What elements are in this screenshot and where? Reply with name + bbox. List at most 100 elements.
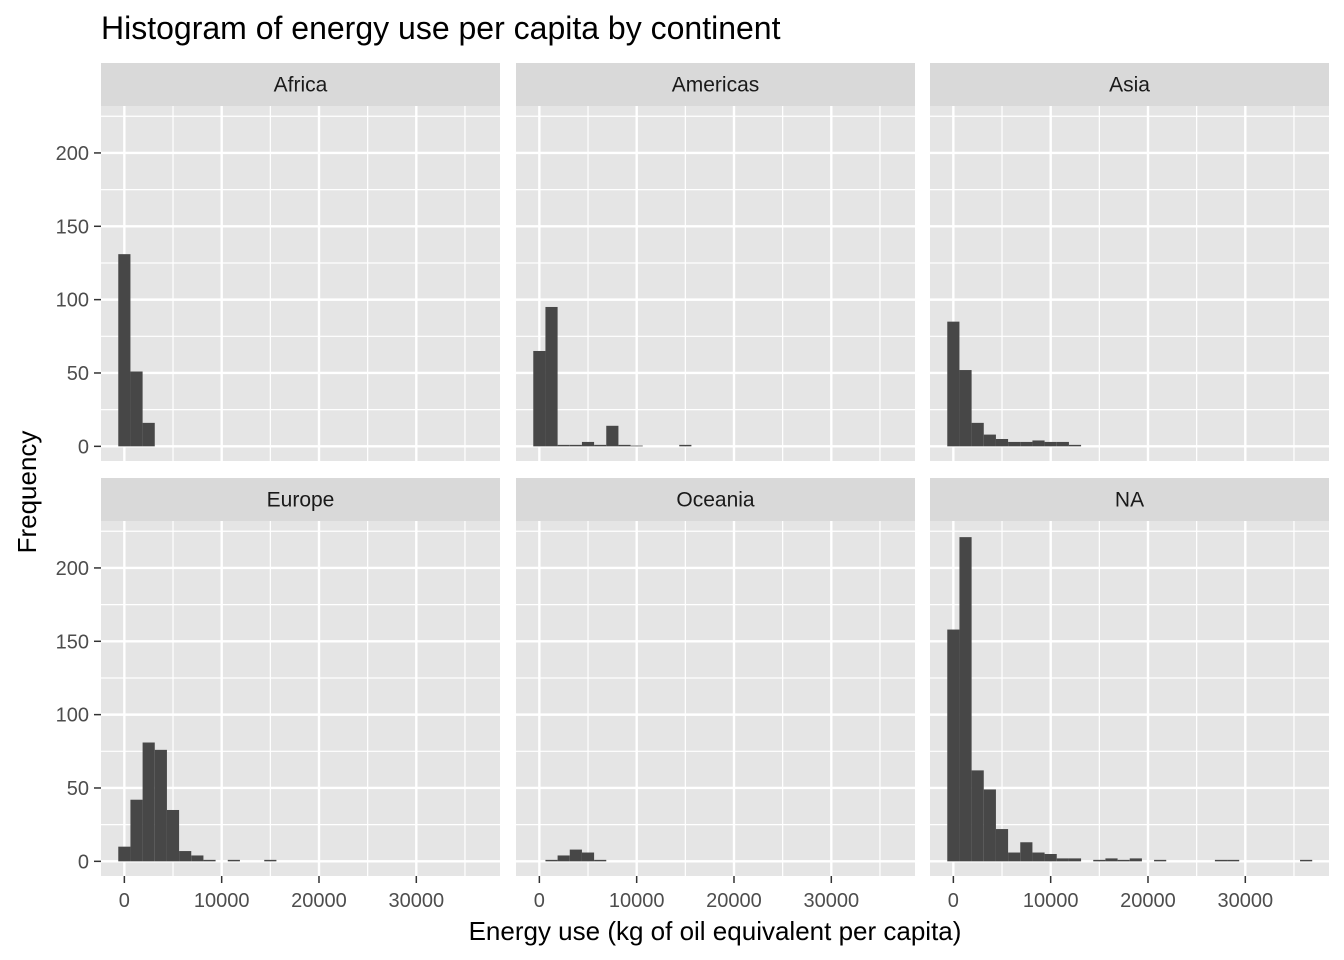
histogram-bar (1068, 444, 1082, 447)
histogram-bar (581, 441, 595, 447)
x-tick-label: 0 (948, 890, 959, 912)
facet-strip-label: Africa (274, 74, 328, 97)
histogram-bar (679, 444, 692, 447)
facet-na: NA 0 10000 20000 30000 (930, 478, 1329, 912)
histogram-bar (569, 444, 582, 447)
histogram-bar (166, 809, 180, 862)
y-tick-label: 100 (56, 290, 89, 312)
y-tick-label: 0 (78, 436, 89, 458)
facet-strip-label: Asia (1109, 74, 1150, 97)
histogram-bar (203, 859, 216, 862)
histogram-bar (1129, 858, 1142, 862)
histogram-bar (618, 444, 631, 447)
histogram-bar (1117, 859, 1130, 862)
x-tick-label: 10000 (1023, 890, 1079, 912)
facet-strip-label: Americas (672, 74, 760, 97)
x-tick-label: 10000 (609, 890, 665, 912)
histogram-bar (1068, 858, 1082, 862)
histogram-bar (983, 434, 996, 447)
x-tick-label: 0 (119, 890, 130, 912)
y-tick-label: 50 (67, 363, 89, 385)
histogram-bar (983, 789, 996, 862)
histogram-bar (630, 445, 643, 447)
histogram-bar (594, 859, 607, 862)
facet-strip (930, 478, 1329, 521)
histogram-bar (971, 422, 984, 447)
panel-background (101, 106, 500, 461)
histogram-bar (1154, 859, 1167, 862)
histogram-bar (1093, 859, 1106, 862)
x-tick-label: 30000 (1217, 890, 1273, 912)
histogram-bar (1008, 852, 1021, 862)
histogram-bar (971, 770, 984, 862)
histogram-bar (959, 537, 972, 862)
x-tick-label: 30000 (803, 890, 859, 912)
histogram-bar (142, 422, 155, 447)
facet-strip (516, 63, 915, 106)
histogram-bar (557, 444, 570, 447)
facet-europe: Europe 0 50 100 150 200 0 10000 20000 30000 (56, 478, 500, 912)
y-tick-label: 0 (78, 851, 89, 873)
histogram-bar (191, 855, 204, 862)
facet-oceania: Oceania 0 10000 20000 30000 (516, 478, 915, 912)
histogram-bar (1020, 441, 1033, 447)
histogram-bar (1105, 858, 1118, 862)
histogram-bar (154, 749, 167, 862)
facet-africa: Africa 0 50 100 150 200 (56, 63, 500, 461)
y-tick-label: 150 (56, 216, 89, 238)
histogram-bar (118, 846, 131, 862)
histogram-bar (130, 799, 143, 862)
histogram-bar (557, 855, 570, 862)
histogram-bar (947, 629, 960, 862)
x-tick-label: 30000 (388, 890, 444, 912)
histogram-bar (1032, 852, 1045, 862)
histogram-bar (1044, 853, 1057, 862)
histogram-bar (594, 444, 607, 447)
histogram-bar (995, 829, 1009, 862)
x-tick-label: 20000 (1120, 890, 1176, 912)
histogram-bar (142, 742, 155, 862)
y-tick-label: 50 (67, 778, 89, 800)
y-tick-label: 150 (56, 631, 89, 653)
histogram-bar (1227, 859, 1240, 862)
histogram-bar (130, 371, 143, 447)
histogram-bar (947, 321, 960, 447)
x-tick-label: 10000 (194, 890, 250, 912)
x-tick-label: 20000 (706, 890, 762, 912)
facet-strip-label: Europe (267, 489, 335, 512)
histogram-bar (995, 438, 1009, 447)
x-tick-label: 0 (534, 890, 545, 912)
y-tick-label: 200 (56, 143, 89, 165)
facet-strip (101, 478, 500, 521)
histogram-bar (1032, 440, 1045, 447)
histogram-bar (581, 852, 595, 862)
histogram-bar (264, 859, 277, 862)
histogram-bar (545, 859, 558, 862)
facet-strip (930, 63, 1329, 106)
histogram-bar (545, 306, 558, 447)
histogram-bar (1056, 441, 1069, 447)
histogram-bar (533, 350, 546, 447)
histogram-bar (1008, 441, 1021, 447)
histogram-bar (1020, 842, 1033, 862)
y-tick-label: 100 (56, 705, 89, 727)
histogram-bar (118, 254, 131, 447)
facet-panels: Africa 0 50 100 150 200 Americas Asia Europe 0 50 1… (56, 63, 1329, 912)
facet-strip (101, 63, 500, 106)
facet-americas: Americas (516, 63, 915, 461)
x-axis-title: Energy use (kg of oil equivalent per cap… (469, 916, 962, 946)
panel-background (516, 521, 915, 876)
facet-strip-label: NA (1115, 489, 1144, 512)
x-tick-label: 20000 (291, 890, 347, 912)
panel-background (930, 106, 1329, 461)
histogram-bar (569, 849, 582, 862)
facet-strip (516, 478, 915, 521)
chart-title: Histogram of energy use per capita by co… (101, 10, 781, 46)
panel-background (930, 521, 1329, 876)
histogram-bar (1056, 858, 1069, 862)
histogram-bar (959, 370, 972, 447)
histogram-bar (227, 859, 240, 862)
histogram-bar (606, 425, 619, 447)
histogram-bar (179, 851, 192, 862)
